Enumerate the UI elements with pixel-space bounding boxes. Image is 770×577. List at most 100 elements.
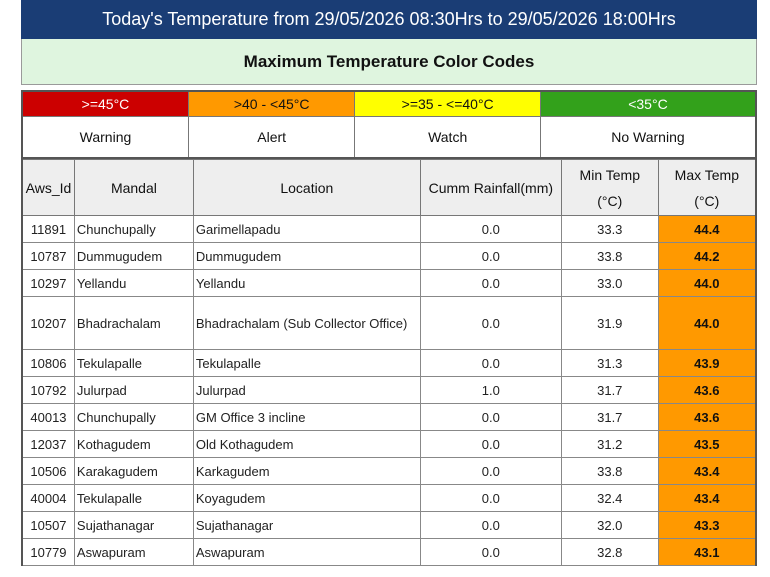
cell-aws-id: 11891 [21, 215, 75, 243]
cell-location: Koyagudem [192, 484, 421, 512]
cell-rainfall: 0.0 [419, 215, 562, 243]
column-header: Aws_Id [21, 159, 75, 216]
cell-min-temp: 33.3 [560, 215, 659, 243]
cell-rainfall: 1.0 [419, 376, 562, 404]
cell-mandal: Aswapuram [73, 538, 194, 566]
cell-mandal: Chunchupally [73, 403, 194, 431]
cell-max-temp: 43.9 [657, 349, 757, 377]
cell-mandal: Julurpad [73, 376, 194, 404]
temperature-report: Today's Temperature from 29/05/2026 08:3… [21, 0, 757, 566]
cell-mandal: Yellandu [73, 269, 194, 297]
legend-label-1: Alert [187, 116, 356, 159]
cell-max-temp: 43.6 [657, 403, 757, 431]
cell-mandal: Tekulapalle [73, 349, 194, 377]
cell-location: Bhadrachalam (Sub Collector Office) [192, 296, 421, 350]
cell-location: Yellandu [192, 269, 421, 297]
cell-min-temp: 33.0 [560, 269, 659, 297]
table-row: 10792 Julurpad Julurpad 1.0 31.7 43.6 [21, 376, 757, 404]
cell-location: Karkagudem [192, 457, 421, 485]
cell-rainfall: 0.0 [419, 457, 562, 485]
cell-max-temp: 44.0 [657, 269, 757, 297]
cell-location: Old Kothagudem [192, 430, 421, 458]
cell-mandal: Chunchupally [73, 215, 194, 243]
cell-min-temp: 31.2 [560, 430, 659, 458]
cell-max-temp: 43.3 [657, 511, 757, 539]
cell-rainfall: 0.0 [419, 484, 562, 512]
cell-max-temp: 44.4 [657, 215, 757, 243]
cell-max-temp: 44.2 [657, 242, 757, 270]
column-header: Cumm Rainfall(mm) [419, 159, 562, 216]
legend-label-0: Warning [21, 116, 189, 159]
cell-aws-id: 10806 [21, 349, 75, 377]
cell-rainfall: 0.0 [419, 269, 562, 297]
cell-aws-id: 10207 [21, 296, 75, 350]
cell-max-temp: 44.0 [657, 296, 757, 350]
column-header: Mandal [73, 159, 194, 216]
cell-min-temp: 31.3 [560, 349, 659, 377]
cell-location: Julurpad [192, 376, 421, 404]
cell-location: Garimellapadu [192, 215, 421, 243]
legend-range-2: >=35 - <=40°C [354, 90, 541, 117]
table-row: 40013 Chunchupally GM Office 3 incline 0.0 3… [21, 403, 757, 431]
cell-aws-id: 10297 [21, 269, 75, 297]
column-header: Location [192, 159, 421, 216]
cell-rainfall: 0.0 [419, 430, 562, 458]
legend-range-1: >40 - <45°C [187, 90, 356, 117]
cell-min-temp: 32.0 [560, 511, 659, 539]
cell-mandal: Tekulapalle [73, 484, 194, 512]
cell-rainfall: 0.0 [419, 403, 562, 431]
cell-min-temp: 32.8 [560, 538, 659, 566]
cell-aws-id: 10792 [21, 376, 75, 404]
cell-location: GM Office 3 incline [192, 403, 421, 431]
cell-location: Tekulapalle [192, 349, 421, 377]
table-row: 10207 Bhadrachalam Bhadrachalam (Sub Colle… [21, 296, 757, 350]
temperature-table: Aws_Id Mandal Location Cumm Rainfall(mm) Min… [21, 159, 757, 566]
cell-location: Sujathanagar [192, 511, 421, 539]
cell-aws-id: 10787 [21, 242, 75, 270]
cell-aws-id: 12037 [21, 430, 75, 458]
legend-label-3: No Warning [539, 116, 757, 159]
cell-mandal: Sujathanagar [73, 511, 194, 539]
cell-rainfall: 0.0 [419, 296, 562, 350]
legend-range-0: >=45°C [21, 90, 189, 117]
table-row: 10787 Dummugudem Dummugudem 0.0 33.8 44.2 [21, 242, 757, 270]
column-header: Min Temp (°C) [560, 159, 659, 216]
cell-rainfall: 0.0 [419, 242, 562, 270]
table-row: 11891 Chunchupally Garimellapadu 0.0 33.3 44.… [21, 215, 757, 243]
report-title: Today's Temperature from 29/05/2026 08:3… [21, 0, 757, 39]
cell-mandal: Kothagudem [73, 430, 194, 458]
cell-rainfall: 0.0 [419, 511, 562, 539]
cell-location: Dummugudem [192, 242, 421, 270]
cell-mandal: Dummugudem [73, 242, 194, 270]
table-row: 10297 Yellandu Yellandu 0.0 33.0 44.0 [21, 269, 757, 297]
table-row: 12037 Kothagudem Old Kothagudem 0.0 31.2 43.5 [21, 430, 757, 458]
cell-min-temp: 33.8 [560, 457, 659, 485]
cell-min-temp: 32.4 [560, 484, 659, 512]
table-row: 10507 Sujathanagar Sujathanagar 0.0 32.0 43.3 [21, 511, 757, 539]
cell-max-temp: 43.1 [657, 538, 757, 566]
column-header: Max Temp (°C) [657, 159, 757, 216]
legend-title: Maximum Temperature Color Codes [21, 39, 757, 85]
cell-max-temp: 43.4 [657, 484, 757, 512]
cell-mandal: Karakagudem [73, 457, 194, 485]
table-row: 40004 Tekulapalle Koyagudem 0.0 32.4 43.4 [21, 484, 757, 512]
cell-mandal: Bhadrachalam [73, 296, 194, 350]
legend-label-2: Watch [354, 116, 541, 159]
table-row: 10779 Aswapuram Aswapuram 0.0 32.8 43.1 [21, 538, 757, 566]
cell-location: Aswapuram [192, 538, 421, 566]
color-code-legend: >=45°C >40 - <45°C >=35 - <=40°C <35°C Warn… [21, 90, 757, 159]
cell-rainfall: 0.0 [419, 538, 562, 566]
legend-range-3: <35°C [539, 90, 757, 117]
cell-max-temp: 43.4 [657, 457, 757, 485]
cell-max-temp: 43.5 [657, 430, 757, 458]
cell-aws-id: 10779 [21, 538, 75, 566]
cell-aws-id: 40013 [21, 403, 75, 431]
cell-min-temp: 31.7 [560, 376, 659, 404]
cell-max-temp: 43.6 [657, 376, 757, 404]
cell-min-temp: 33.8 [560, 242, 659, 270]
cell-aws-id: 10507 [21, 511, 75, 539]
cell-aws-id: 40004 [21, 484, 75, 512]
cell-aws-id: 10506 [21, 457, 75, 485]
table-row: 10506 Karakagudem Karkagudem 0.0 33.8 43.4 [21, 457, 757, 485]
cell-min-temp: 31.7 [560, 403, 659, 431]
